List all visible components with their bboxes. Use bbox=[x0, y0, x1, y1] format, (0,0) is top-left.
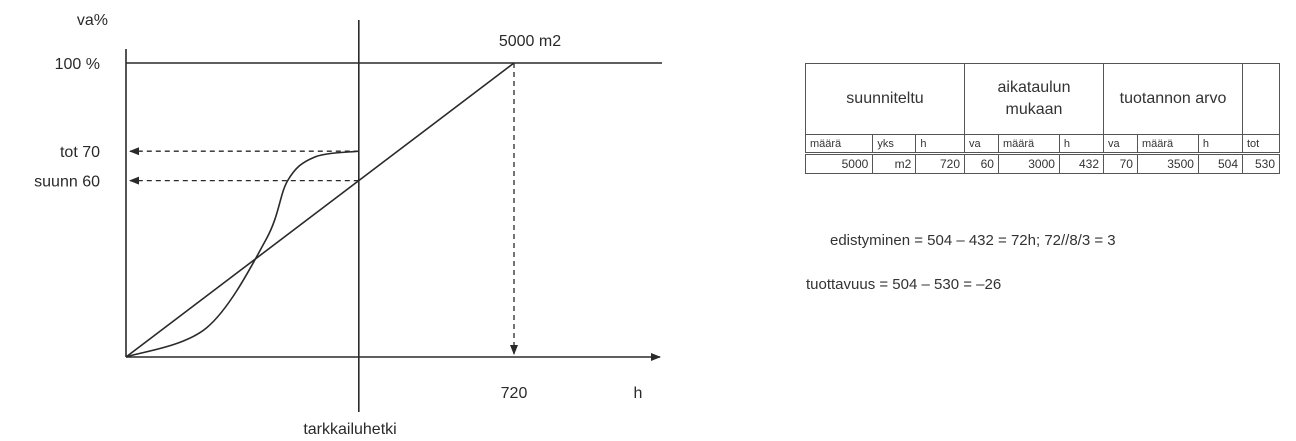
header-cell: va bbox=[1103, 134, 1138, 155]
header-cell: määrä bbox=[804, 134, 874, 155]
header-cell: va bbox=[964, 134, 999, 155]
series-line-0 bbox=[125, 62, 515, 358]
table-cell: 504 bbox=[1197, 153, 1244, 174]
x-axis-title: h bbox=[634, 385, 643, 402]
series-line-1 bbox=[125, 150, 359, 358]
header-cell: määrä bbox=[997, 134, 1060, 155]
group-tuotannon-arvo: tuotannon arvo bbox=[1103, 63, 1243, 135]
header-cell: tot bbox=[1242, 134, 1280, 155]
header-cell: määrä bbox=[1136, 134, 1199, 155]
table-cell: 3500 bbox=[1136, 153, 1199, 174]
progress-table-container: suunniteltu aikataulun mukaan tuotannon … bbox=[804, 63, 1280, 174]
table-cell: 720 bbox=[915, 153, 965, 174]
observation-label: tarkkailuhetki bbox=[303, 421, 396, 438]
x-tick-label: 720 bbox=[501, 385, 528, 402]
progress-table: suunniteltu aikataulun mukaan tuotannon … bbox=[804, 63, 1280, 174]
y-axis-title: va% bbox=[77, 12, 108, 29]
group-empty bbox=[1242, 63, 1280, 135]
table-cell: 5000 bbox=[804, 153, 874, 174]
top-value-label: 5000 m2 bbox=[499, 33, 561, 50]
header-cell: h bbox=[1058, 134, 1105, 155]
group-aikataulun-mukaan: aikataulun mukaan bbox=[964, 63, 1104, 135]
tuottavuus-formula: tuottavuus = 504 – 530 = –26 bbox=[806, 276, 1002, 293]
table-cell: 530 bbox=[1242, 153, 1280, 174]
table-cell: 3000 bbox=[997, 153, 1060, 174]
y-tick-label: 100 % bbox=[55, 56, 100, 73]
header-cell: yks bbox=[872, 134, 917, 155]
header-cell: h bbox=[915, 134, 965, 155]
table-header-row: määrä yks h va määrä h va määrä h tot bbox=[804, 134, 1280, 155]
progress-chart: va% 5000 m2 h tarkkailuhetki 100 % tot 70… bbox=[34, 12, 662, 438]
y-tick-label: suunn 60 bbox=[34, 174, 100, 191]
table-cell: 60 bbox=[964, 153, 999, 174]
table-group-row: suunniteltu aikataulun mukaan tuotannon … bbox=[805, 63, 1280, 135]
edistyminen-formula: edistyminen = 504 – 432 = 72h; 72//8/3 =… bbox=[830, 232, 1116, 249]
header-cell: h bbox=[1197, 134, 1244, 155]
table-cell: 70 bbox=[1103, 153, 1138, 174]
group-suunniteltu: suunniteltu bbox=[805, 63, 965, 135]
table-row: 5000 m2 720 60 3000 432 70 3500 504 530 bbox=[804, 153, 1280, 174]
y-tick-label: tot 70 bbox=[60, 144, 100, 161]
table-cell: m2 bbox=[872, 153, 917, 174]
table-cell: 432 bbox=[1058, 153, 1105, 174]
